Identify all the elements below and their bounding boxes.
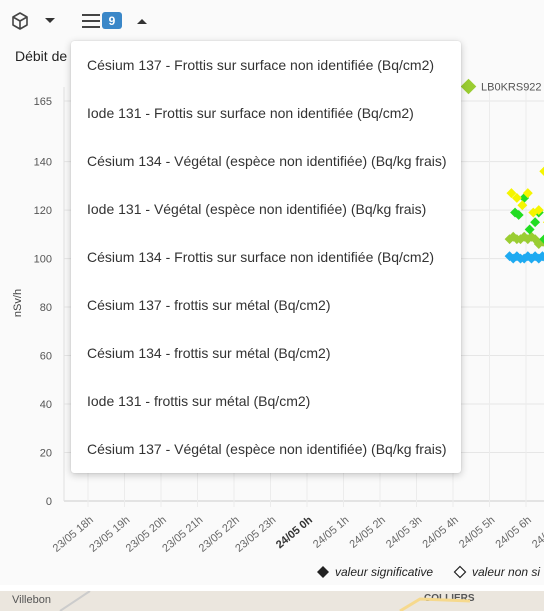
legend-item-non-significant[interactable]: valeur non si [453,565,540,579]
series-marker-lb0krs922 [460,78,477,95]
dropdown-item[interactable]: Césium 134 - frottis sur métal (Bq/cm2) [87,345,331,361]
x-tick-label: 23/05 23h [233,514,278,555]
dropdown-item[interactable]: Césium 137 - frottis sur métal (Bq/cm2) [87,297,331,313]
legend-top-item[interactable]: LB0KRS922 [460,78,542,95]
map-label-colliers: COLLIERS [424,593,475,604]
toolbar: 9 [0,0,544,42]
data-point[interactable] [513,209,524,220]
y-tick-label: 140 [34,157,52,169]
y-tick-label: 120 [34,205,52,217]
dropdown-item[interactable]: Césium 137 - Frottis sur surface non ide… [87,57,435,73]
panel-title: Débit de d [15,48,79,64]
x-tick-label: 24/05 2h [347,514,388,551]
map-preview[interactable]: Villebon COLLIERS [0,585,544,611]
x-tick-label: 24/05 3h [384,514,425,551]
y-tick-label: 0 [46,496,52,508]
data-point[interactable] [537,251,544,262]
data-point[interactable] [524,224,535,235]
data-point[interactable] [533,205,544,216]
x-tick-label: 24/05 0h [274,514,315,551]
data-point[interactable] [539,166,544,177]
dropdown-item[interactable]: Césium 134 - Végétal (espèce non identif… [87,153,447,169]
data-point[interactable] [539,234,544,245]
data-point[interactable] [530,217,541,228]
chart-legend: valeur significative valeur non si [0,561,544,585]
data-point[interactable] [511,193,522,203]
dropdown-item[interactable]: Iode 131 - frottis sur métal (Bq/cm2) [87,393,311,409]
filled-diamond-icon [317,566,329,578]
dropdown-item[interactable]: Césium 137 - Végétal (espèce non identif… [87,441,447,457]
y-tick-label: 20 [40,448,52,460]
hollow-diamond-icon [453,565,467,579]
legend-label-non-significant: valeur non si [472,565,541,579]
data-point[interactable] [506,188,517,199]
x-tick-label: 24/05 1h [311,514,352,551]
measurement-type-dropdown: Césium 137 - Frottis sur surface non ide… [71,41,461,473]
y-axis: 0 20 40 60 80 100 120 140 165 [34,96,52,508]
y-tick-label: 60 [40,351,52,363]
map-roads [59,591,471,611]
x-tick-label: 24/05 4h [420,514,461,551]
x-tick-label: 24/05 5h [457,514,498,551]
x-tick-label: 24/05 6h [493,514,534,551]
layers-count-badge: 9 [102,12,122,29]
y-tick-label: 80 [40,302,52,314]
y-tick-label: 165 [34,96,52,108]
x-tick-label: 24/05 7h [530,514,544,551]
legend-top-label: LB0KRS922 [481,82,542,94]
dropdown-item[interactable]: Iode 131 - Frottis sur surface non ident… [87,105,414,121]
map-label-villebon: Villebon [12,594,51,606]
y-tick-label: 40 [40,399,52,411]
data-point[interactable] [517,200,528,211]
dropdown-item[interactable]: Césium 134 - Frottis sur surface non ide… [87,249,435,265]
legend-label-significant: valeur significative [335,565,434,579]
caret-up-icon[interactable] [134,8,150,34]
caret-down-icon[interactable] [42,8,58,34]
data-point[interactable] [522,188,533,199]
y-axis-label: nSv/h [12,289,24,317]
hamburger-menu-icon[interactable] [80,8,102,34]
dropdown-item[interactable]: Iode 131 - Végétal (espèce non identifié… [87,201,427,217]
cube-icon[interactable] [8,8,32,34]
legend-item-significant[interactable]: valeur significative [316,565,433,579]
y-tick-label: 100 [34,254,52,266]
